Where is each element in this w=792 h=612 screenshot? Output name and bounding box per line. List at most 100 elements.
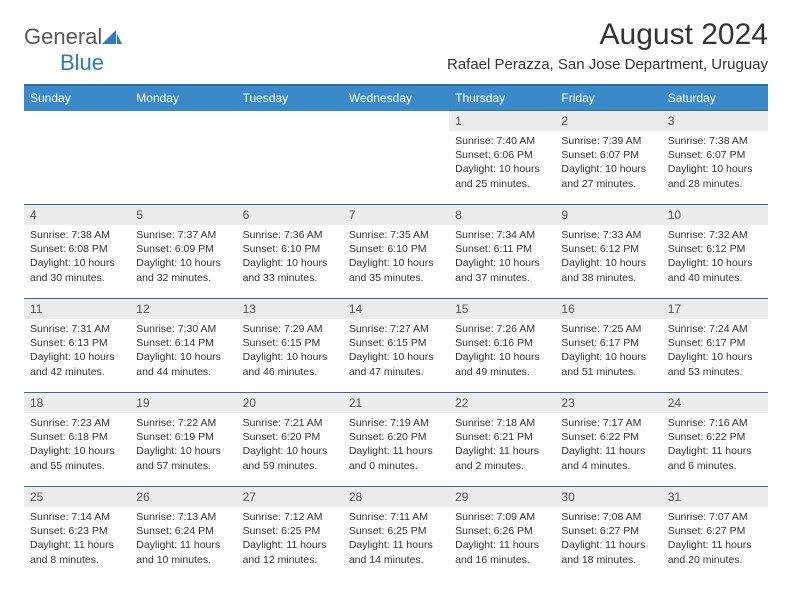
- day-details: Sunrise: 7:17 AMSunset: 6:22 PMDaylight:…: [555, 413, 661, 479]
- header: General Blue August 2024 Rafael Perazza,…: [24, 18, 768, 76]
- day-number: 11: [24, 299, 130, 319]
- day-details: Sunrise: 7:21 AMSunset: 6:20 PMDaylight:…: [237, 413, 343, 479]
- calendar-cell: 26Sunrise: 7:13 AMSunset: 6:24 PMDayligh…: [130, 487, 236, 581]
- day-number: 18: [24, 393, 130, 413]
- calendar-cell: 14Sunrise: 7:27 AMSunset: 6:15 PMDayligh…: [343, 299, 449, 393]
- logo: General Blue: [24, 18, 122, 76]
- day-number: 2: [555, 111, 661, 131]
- day-details: Sunrise: 7:29 AMSunset: 6:15 PMDaylight:…: [237, 319, 343, 385]
- logo-text: General Blue: [24, 24, 122, 76]
- day-number: 12: [130, 299, 236, 319]
- calendar-cell: 12Sunrise: 7:30 AMSunset: 6:14 PMDayligh…: [130, 299, 236, 393]
- day-number: 5: [130, 205, 236, 225]
- weekday-header: Thursday: [449, 85, 555, 111]
- day-details: Sunrise: 7:25 AMSunset: 6:17 PMDaylight:…: [555, 319, 661, 385]
- day-number: 9: [555, 205, 661, 225]
- weekday-header: Saturday: [662, 85, 768, 111]
- calendar-cell: [130, 111, 236, 205]
- calendar-cell: 5Sunrise: 7:37 AMSunset: 6:09 PMDaylight…: [130, 205, 236, 299]
- day-number: 23: [555, 393, 661, 413]
- calendar-cell: 1Sunrise: 7:40 AMSunset: 6:06 PMDaylight…: [449, 111, 555, 205]
- calendar-cell: 20Sunrise: 7:21 AMSunset: 6:20 PMDayligh…: [237, 393, 343, 487]
- calendar-cell: 23Sunrise: 7:17 AMSunset: 6:22 PMDayligh…: [555, 393, 661, 487]
- day-details: Sunrise: 7:40 AMSunset: 6:06 PMDaylight:…: [449, 131, 555, 197]
- day-number: 6: [237, 205, 343, 225]
- calendar-row: 25Sunrise: 7:14 AMSunset: 6:23 PMDayligh…: [24, 487, 768, 581]
- day-number: 25: [24, 487, 130, 507]
- calendar-cell: 16Sunrise: 7:25 AMSunset: 6:17 PMDayligh…: [555, 299, 661, 393]
- calendar-cell: 2Sunrise: 7:39 AMSunset: 6:07 PMDaylight…: [555, 111, 661, 205]
- calendar-cell: 10Sunrise: 7:32 AMSunset: 6:12 PMDayligh…: [662, 205, 768, 299]
- logo-text-blue: Blue: [60, 50, 104, 75]
- day-number: 10: [662, 205, 768, 225]
- day-number: 19: [130, 393, 236, 413]
- day-number: 1: [449, 111, 555, 131]
- day-number: 29: [449, 487, 555, 507]
- calendar-cell: 31Sunrise: 7:07 AMSunset: 6:27 PMDayligh…: [662, 487, 768, 581]
- day-details: Sunrise: 7:34 AMSunset: 6:11 PMDaylight:…: [449, 225, 555, 291]
- calendar-cell: 9Sunrise: 7:33 AMSunset: 6:12 PMDaylight…: [555, 205, 661, 299]
- weekday-header: Sunday: [24, 85, 130, 111]
- calendar-cell: 3Sunrise: 7:38 AMSunset: 6:07 PMDaylight…: [662, 111, 768, 205]
- calendar-cell: 4Sunrise: 7:38 AMSunset: 6:08 PMDaylight…: [24, 205, 130, 299]
- day-details: Sunrise: 7:24 AMSunset: 6:17 PMDaylight:…: [662, 319, 768, 385]
- day-number: 17: [662, 299, 768, 319]
- title-block: August 2024 Rafael Perazza, San Jose Dep…: [447, 18, 768, 73]
- calendar-cell: [343, 111, 449, 205]
- day-number: 16: [555, 299, 661, 319]
- day-number: 27: [237, 487, 343, 507]
- weekday-header: Friday: [555, 85, 661, 111]
- day-details: Sunrise: 7:18 AMSunset: 6:21 PMDaylight:…: [449, 413, 555, 479]
- calendar-cell: 30Sunrise: 7:08 AMSunset: 6:27 PMDayligh…: [555, 487, 661, 581]
- day-number: 31: [662, 487, 768, 507]
- calendar-cell: 24Sunrise: 7:16 AMSunset: 6:22 PMDayligh…: [662, 393, 768, 487]
- calendar-table: Sunday Monday Tuesday Wednesday Thursday…: [24, 84, 768, 581]
- day-details: Sunrise: 7:32 AMSunset: 6:12 PMDaylight:…: [662, 225, 768, 291]
- day-details: Sunrise: 7:08 AMSunset: 6:27 PMDaylight:…: [555, 507, 661, 573]
- day-number: 14: [343, 299, 449, 319]
- day-details: Sunrise: 7:12 AMSunset: 6:25 PMDaylight:…: [237, 507, 343, 573]
- calendar-cell: 27Sunrise: 7:12 AMSunset: 6:25 PMDayligh…: [237, 487, 343, 581]
- calendar-cell: 11Sunrise: 7:31 AMSunset: 6:13 PMDayligh…: [24, 299, 130, 393]
- day-details: Sunrise: 7:22 AMSunset: 6:19 PMDaylight:…: [130, 413, 236, 479]
- day-number: 8: [449, 205, 555, 225]
- calendar-cell: 6Sunrise: 7:36 AMSunset: 6:10 PMDaylight…: [237, 205, 343, 299]
- calendar-cell: 7Sunrise: 7:35 AMSunset: 6:10 PMDaylight…: [343, 205, 449, 299]
- calendar-cell: 29Sunrise: 7:09 AMSunset: 6:26 PMDayligh…: [449, 487, 555, 581]
- calendar-cell: 15Sunrise: 7:26 AMSunset: 6:16 PMDayligh…: [449, 299, 555, 393]
- weekday-header: Tuesday: [237, 85, 343, 111]
- calendar-cell: [24, 111, 130, 205]
- day-number: 24: [662, 393, 768, 413]
- day-number: 20: [237, 393, 343, 413]
- weekday-header: Wednesday: [343, 85, 449, 111]
- day-details: Sunrise: 7:38 AMSunset: 6:07 PMDaylight:…: [662, 131, 768, 197]
- day-details: Sunrise: 7:33 AMSunset: 6:12 PMDaylight:…: [555, 225, 661, 291]
- day-number: 15: [449, 299, 555, 319]
- day-details: Sunrise: 7:13 AMSunset: 6:24 PMDaylight:…: [130, 507, 236, 573]
- day-details: Sunrise: 7:30 AMSunset: 6:14 PMDaylight:…: [130, 319, 236, 385]
- day-details: Sunrise: 7:36 AMSunset: 6:10 PMDaylight:…: [237, 225, 343, 291]
- day-details: Sunrise: 7:11 AMSunset: 6:25 PMDaylight:…: [343, 507, 449, 573]
- day-number: 22: [449, 393, 555, 413]
- day-details: Sunrise: 7:07 AMSunset: 6:27 PMDaylight:…: [662, 507, 768, 573]
- calendar-cell: 17Sunrise: 7:24 AMSunset: 6:17 PMDayligh…: [662, 299, 768, 393]
- day-details: Sunrise: 7:26 AMSunset: 6:16 PMDaylight:…: [449, 319, 555, 385]
- logo-sail-icon: [102, 24, 122, 50]
- calendar-row: 4Sunrise: 7:38 AMSunset: 6:08 PMDaylight…: [24, 205, 768, 299]
- day-number: 13: [237, 299, 343, 319]
- calendar-body: 1Sunrise: 7:40 AMSunset: 6:06 PMDaylight…: [24, 111, 768, 581]
- day-details: Sunrise: 7:39 AMSunset: 6:07 PMDaylight:…: [555, 131, 661, 197]
- calendar-row: 11Sunrise: 7:31 AMSunset: 6:13 PMDayligh…: [24, 299, 768, 393]
- day-number: 26: [130, 487, 236, 507]
- calendar-cell: 28Sunrise: 7:11 AMSunset: 6:25 PMDayligh…: [343, 487, 449, 581]
- day-details: Sunrise: 7:38 AMSunset: 6:08 PMDaylight:…: [24, 225, 130, 291]
- calendar-row: 1Sunrise: 7:40 AMSunset: 6:06 PMDaylight…: [24, 111, 768, 205]
- page-subtitle: Rafael Perazza, San Jose Department, Uru…: [447, 56, 768, 73]
- calendar-cell: 19Sunrise: 7:22 AMSunset: 6:19 PMDayligh…: [130, 393, 236, 487]
- page-title: August 2024: [447, 18, 768, 52]
- logo-text-general: General: [24, 24, 102, 49]
- day-details: Sunrise: 7:16 AMSunset: 6:22 PMDaylight:…: [662, 413, 768, 479]
- day-details: Sunrise: 7:09 AMSunset: 6:26 PMDaylight:…: [449, 507, 555, 573]
- calendar-cell: 13Sunrise: 7:29 AMSunset: 6:15 PMDayligh…: [237, 299, 343, 393]
- calendar-cell: 21Sunrise: 7:19 AMSunset: 6:20 PMDayligh…: [343, 393, 449, 487]
